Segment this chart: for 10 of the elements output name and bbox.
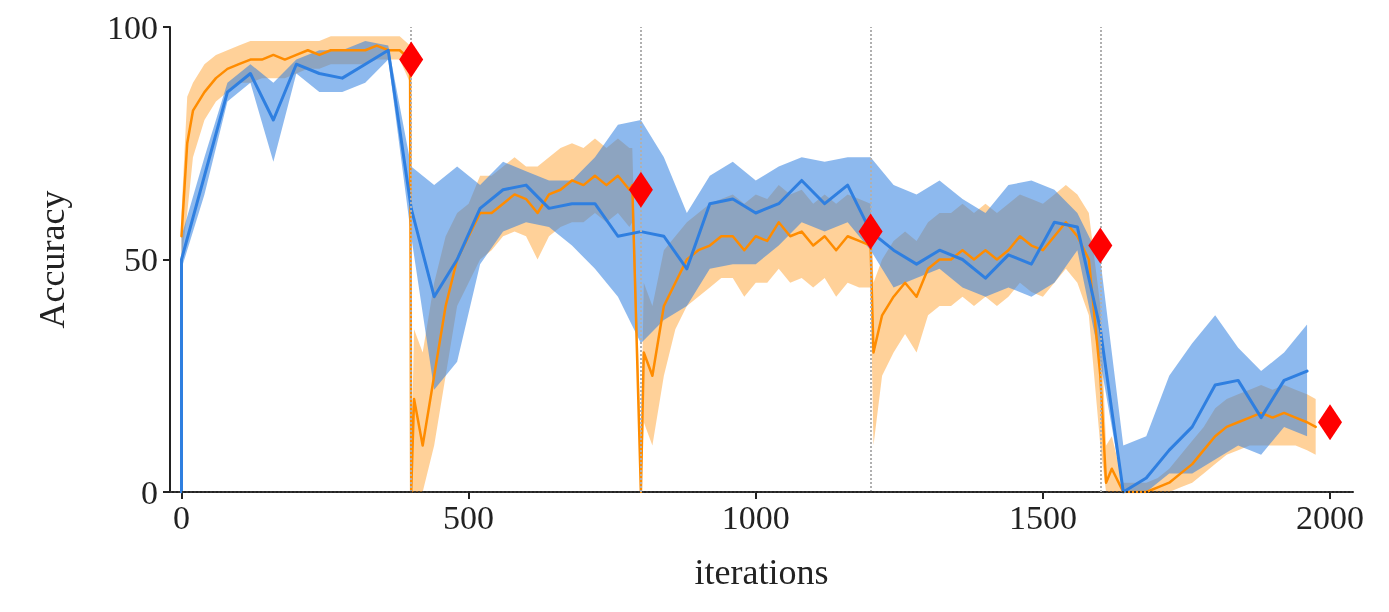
x-axis-title: iterations — [694, 552, 829, 592]
x-tick-label: 0 — [172, 498, 190, 536]
y-tick-label: 100 — [107, 8, 158, 46]
x-tick-label: 1500 — [1008, 498, 1077, 536]
y-tick-label: 0 — [141, 473, 158, 511]
y-tick-label: 50 — [124, 241, 158, 278]
x-tick-label: 2000 — [1296, 498, 1365, 536]
x-tick-label: 1000 — [721, 498, 790, 536]
x-tick-label: 500 — [443, 498, 495, 536]
y-axis-title: Accuracy — [32, 190, 72, 329]
